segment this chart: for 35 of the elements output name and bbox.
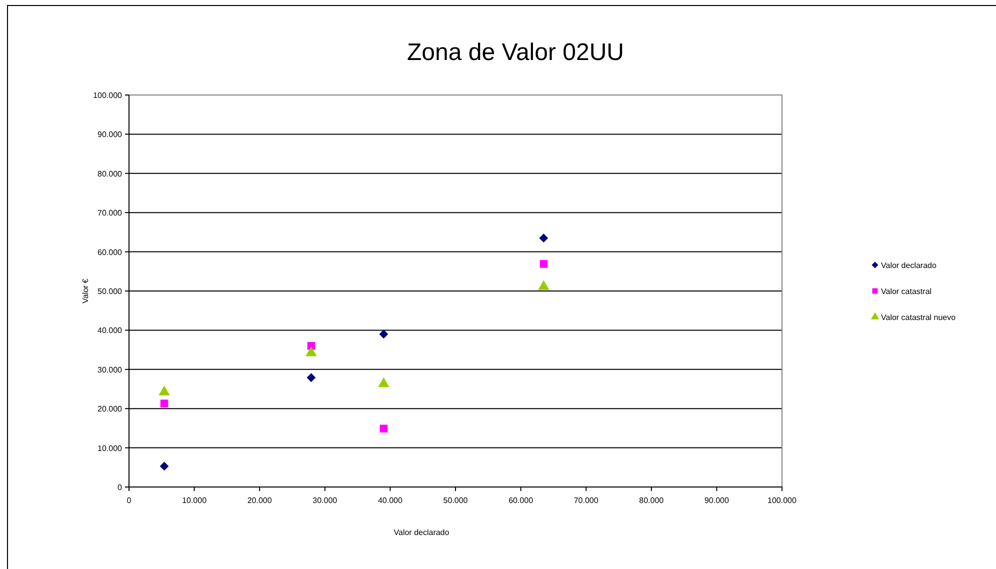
y-tick-label: 80.000 (98, 169, 123, 178)
x-tick-label: 60.000 (508, 496, 534, 505)
x-tick-label: 0 (126, 496, 132, 505)
point (539, 234, 548, 243)
x-tick-label: 80.000 (639, 496, 664, 505)
legend-label: Valor catastral (881, 287, 932, 296)
x-tick-label: 10.000 (182, 496, 208, 505)
y-tick-label: 0 (118, 483, 123, 492)
point (380, 424, 388, 432)
y-tick-label: 70.000 (98, 208, 123, 218)
x-tick-label: 100.000 (768, 496, 798, 505)
y-tick-label: 20.000 (98, 404, 123, 414)
x-tick-label: 50.000 (443, 496, 468, 505)
y-tick-label: 30.000 (98, 365, 123, 374)
x-tick-label: 90.000 (704, 496, 730, 505)
y-axis-title: Valor € (81, 278, 90, 304)
x-tick-label: 20.000 (247, 496, 272, 505)
point (540, 260, 548, 268)
x-tick-label: 70.000 (574, 496, 599, 505)
y-tick-label: 100.000 (93, 91, 123, 100)
point (306, 373, 316, 382)
point (160, 400, 168, 408)
y-tick-label: 90.000 (98, 130, 123, 140)
point (379, 330, 388, 339)
legend-label: Valor catastral nuevo (881, 313, 956, 322)
y-tick-label: 60.000 (98, 248, 123, 257)
y-tick-label: 50.000 (98, 287, 123, 296)
chart-title: Zona de Valor 02UU (406, 39, 624, 66)
y-tick-label: 40.000 (98, 326, 123, 336)
x-tick-label: 40.000 (378, 496, 403, 505)
y-tick-label: 10.000 (98, 444, 123, 453)
x-tick-label: 30.000 (312, 496, 338, 505)
x-axis-title: Valor declarado (394, 528, 450, 537)
legend-label: Valor declarado (881, 261, 937, 270)
point (160, 462, 169, 471)
